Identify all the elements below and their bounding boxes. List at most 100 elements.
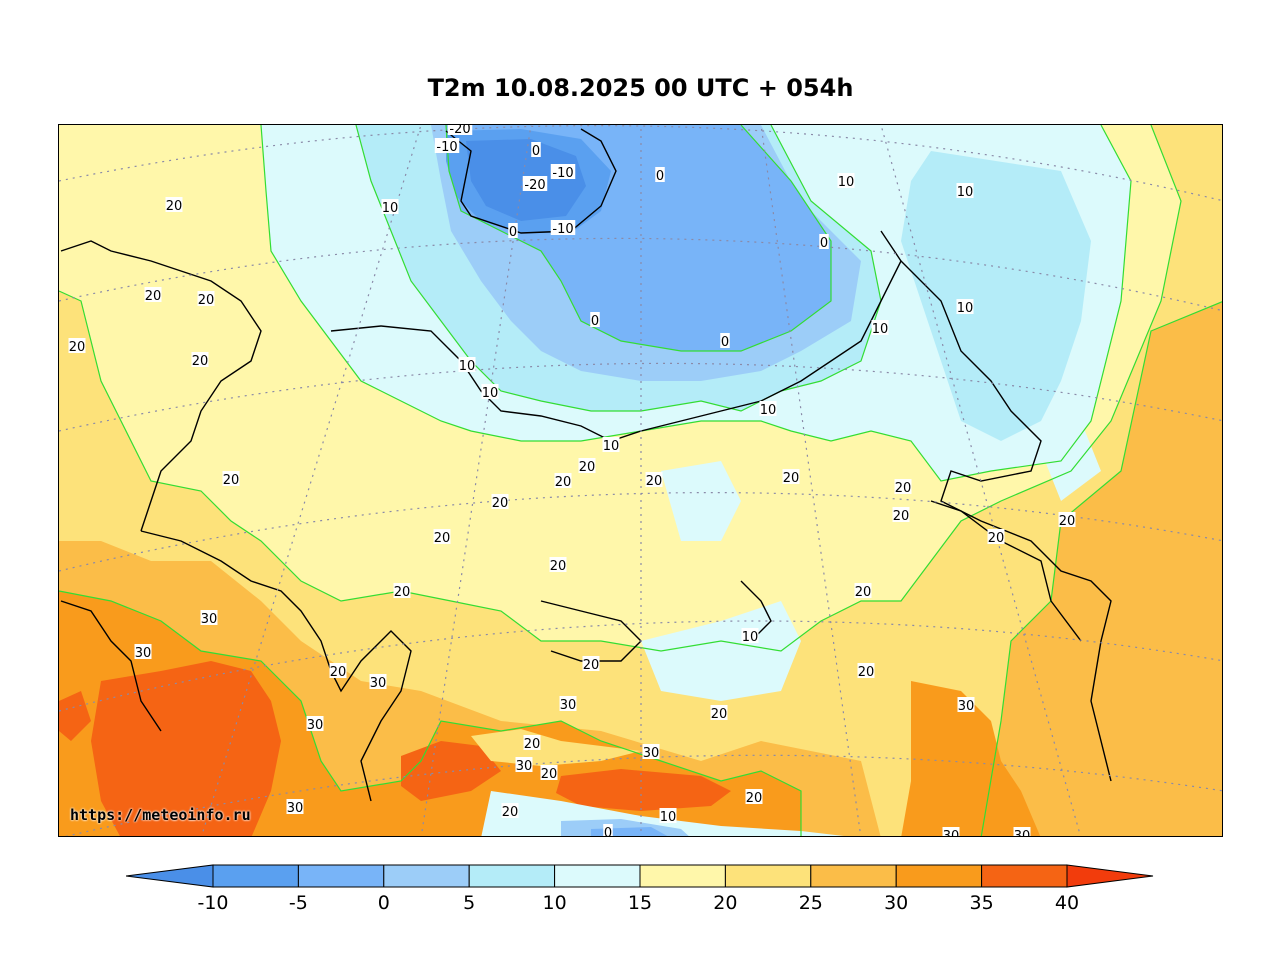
contour-label: 30 xyxy=(1014,829,1031,837)
contour-label: 30 xyxy=(943,829,960,837)
contour-label: 20 xyxy=(434,531,451,546)
contour-label-bg xyxy=(582,656,600,671)
contour-label-bg xyxy=(659,808,677,823)
colorbar-box xyxy=(554,864,641,888)
contour-label-bg xyxy=(1058,512,1076,527)
contour-label-bg xyxy=(819,234,829,249)
contour-label-bg xyxy=(550,164,576,179)
contour-label: 10 xyxy=(760,403,777,418)
contour-label: 20 xyxy=(855,585,872,600)
contour-label-bg xyxy=(531,142,541,157)
contour-label: 20 xyxy=(579,460,596,475)
colorbar-box xyxy=(383,864,470,888)
colorbar-arrow-high xyxy=(1066,864,1154,888)
colorbar-box xyxy=(468,864,556,888)
contour-label-bg xyxy=(942,827,960,836)
contour-label-bg xyxy=(508,223,518,238)
colorbar-tick-label: -10 xyxy=(197,892,229,914)
contour-label-bg xyxy=(393,583,411,598)
contour-label: 20 xyxy=(550,559,567,574)
coastline xyxy=(900,260,1112,782)
contour-label-bg xyxy=(433,529,451,544)
contour-label: 10 xyxy=(603,439,620,454)
contour-label-bg xyxy=(200,610,218,625)
contour-label: 10 xyxy=(872,322,889,337)
contour-label-bg xyxy=(554,473,572,488)
contour-label-bg xyxy=(515,757,533,772)
contour-label-bg xyxy=(369,674,387,689)
fill-10-15-mongolia xyxy=(641,601,801,701)
contour-label: 30 xyxy=(135,646,152,661)
contour-label: 0 xyxy=(509,225,517,240)
fill-20-25-ca xyxy=(471,729,641,766)
colorbar-tick-label: 5 xyxy=(463,892,476,914)
contour-label-bg xyxy=(306,716,324,731)
fill-10-15-mongolia2 xyxy=(661,461,741,541)
coastline xyxy=(930,500,1082,642)
contour-label-bg xyxy=(655,167,665,182)
contour-label-bg xyxy=(165,197,183,212)
contour-label: 30 xyxy=(516,759,533,774)
contour-label-bg xyxy=(447,125,473,135)
colorbar-box xyxy=(810,864,897,888)
contour-label: 10 xyxy=(382,201,399,216)
contour-label: 10 xyxy=(482,386,499,401)
colorbar xyxy=(126,864,1154,888)
colorbar-tick-label: 15 xyxy=(627,892,653,914)
colorbar-box xyxy=(212,864,299,888)
contour-label-bg xyxy=(197,291,215,306)
contour-label: -20 xyxy=(449,125,470,137)
contour-label-bg xyxy=(434,138,460,153)
contour-label-bg xyxy=(720,333,730,348)
contour-line xyxy=(59,590,802,836)
contour-label-bg xyxy=(782,469,800,484)
graticule xyxy=(420,125,532,836)
fill-35-40 xyxy=(91,661,281,836)
contour-label: 30 xyxy=(370,676,387,691)
contour-label: 30 xyxy=(307,718,324,733)
map-area[interactable]: -20 -10 0 -20 -10 0 10 0 -10 20 10 10 0 20 20 0 0 10 10 20 2… xyxy=(58,124,1223,837)
contour-label-bg xyxy=(222,471,240,486)
contour-label-bg xyxy=(745,789,763,804)
graticule xyxy=(760,125,862,836)
contour-label-bg xyxy=(642,744,660,759)
contour-label: 30 xyxy=(201,612,218,627)
contour-label: 20 xyxy=(145,289,162,304)
coastline xyxy=(60,600,162,732)
contour-label-bg xyxy=(191,352,209,367)
contour-label: 20 xyxy=(555,475,572,490)
contour-label: 20 xyxy=(646,474,663,489)
contour-label-bg xyxy=(956,183,974,198)
contour-label-bg xyxy=(134,644,152,659)
contour-label-bg xyxy=(550,220,576,235)
contour-label: 0 xyxy=(604,826,612,837)
graticule xyxy=(59,620,1222,712)
contour-label-bg xyxy=(957,697,975,712)
contour-label-bg xyxy=(1013,827,1031,836)
contour-label-bg xyxy=(523,735,541,750)
contour-label: 10 xyxy=(957,185,974,200)
contour-label-bg xyxy=(741,628,759,643)
contour-label-bg xyxy=(857,663,875,678)
contour-label: 20 xyxy=(711,707,728,722)
contour-label: 0 xyxy=(532,144,540,159)
fill-35-40-small xyxy=(59,691,91,741)
contour-label-bg xyxy=(602,437,620,452)
contour-label-bg xyxy=(871,320,889,335)
contour-label: 30 xyxy=(958,699,975,714)
contour-label: 30 xyxy=(287,801,304,816)
contour-line xyxy=(260,125,1132,482)
contour-label: 0 xyxy=(591,314,599,329)
contour-label-bg xyxy=(381,199,399,214)
colorbar-tick-label: 25 xyxy=(798,892,823,914)
contour-label-bg xyxy=(956,299,974,314)
contour-label: 20 xyxy=(541,767,558,782)
colorbar-arrow-low xyxy=(126,864,214,888)
contour-label-bg xyxy=(603,824,613,836)
colorbar-tick-label: 35 xyxy=(969,892,994,914)
contour-label: 10 xyxy=(660,810,677,825)
coastline xyxy=(140,530,412,802)
contour-label-bg xyxy=(590,312,600,327)
